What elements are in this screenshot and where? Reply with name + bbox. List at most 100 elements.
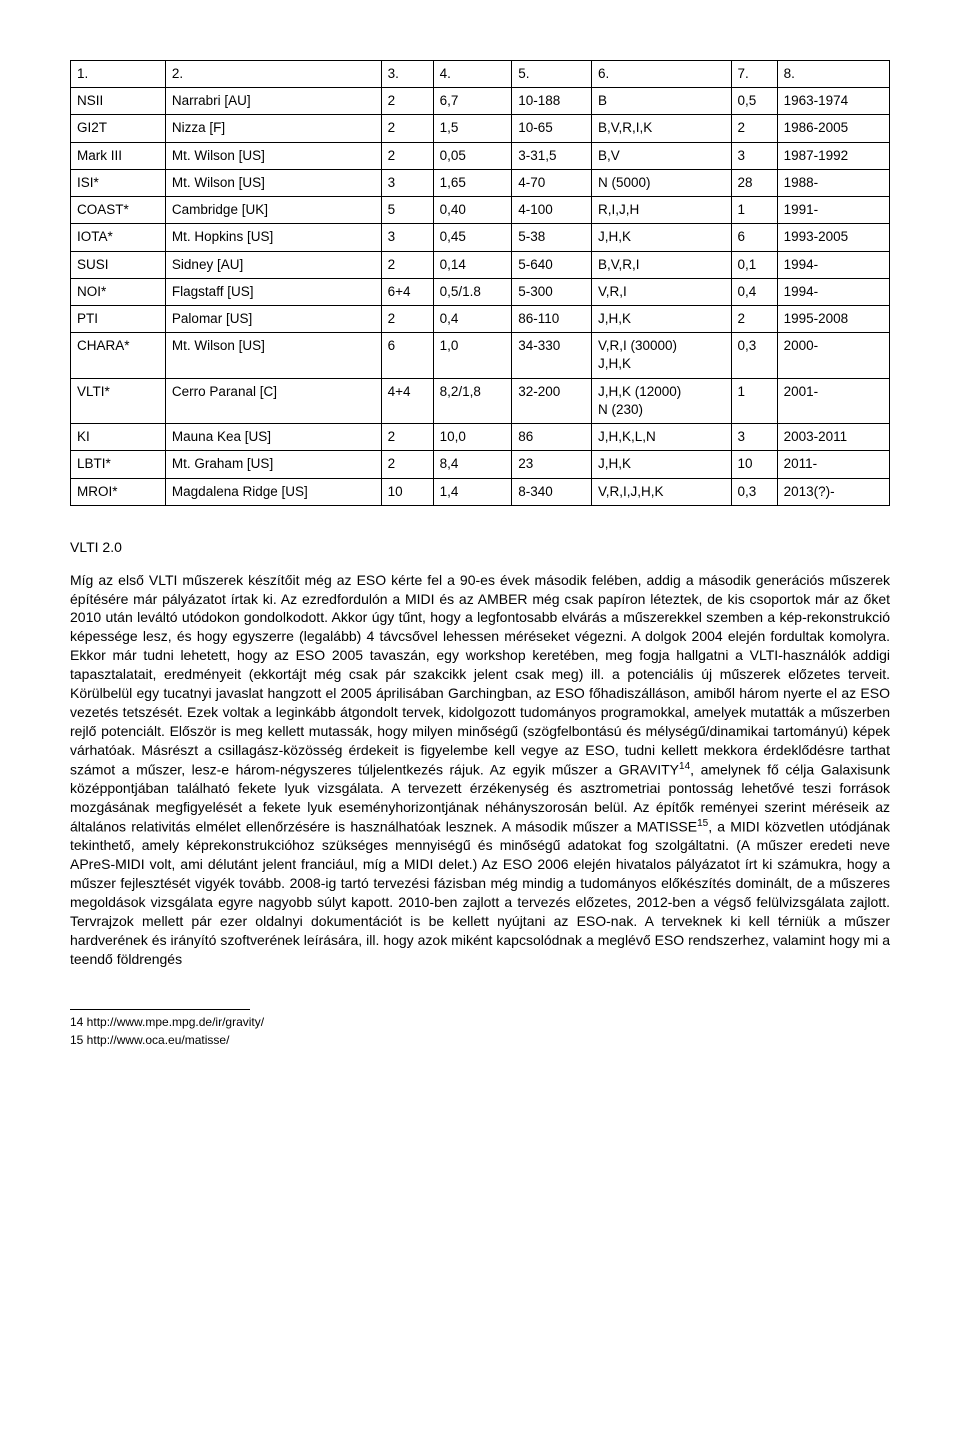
table-cell: 5-300 bbox=[512, 278, 592, 305]
table-cell: IOTA* bbox=[71, 224, 166, 251]
table-cell: Sidney [AU] bbox=[165, 251, 381, 278]
table-cell: CHARA* bbox=[71, 333, 166, 378]
table-cell: Palomar [US] bbox=[165, 305, 381, 332]
table-cell: 1,0 bbox=[433, 333, 512, 378]
footnote-15: 15 http://www.oca.eu/matisse/ bbox=[70, 1032, 890, 1048]
table-cell: 6+4 bbox=[381, 278, 433, 305]
table-cell: B bbox=[592, 88, 732, 115]
table-cell: 6,7 bbox=[433, 88, 512, 115]
table-cell: 0,5 bbox=[731, 88, 777, 115]
table-cell: N (5000) bbox=[592, 169, 732, 196]
table-cell: 32-200 bbox=[512, 378, 592, 423]
table-cell: 1 bbox=[731, 197, 777, 224]
table-cell: 8-340 bbox=[512, 478, 592, 505]
table-cell: B,V,R,I,K bbox=[592, 115, 732, 142]
table-cell: V,R,I (30000)J,H,K bbox=[592, 333, 732, 378]
table-row: PTIPalomar [US]20,486-110J,H,K21995-2008 bbox=[71, 305, 890, 332]
table-row: VLTI*Cerro Paranal [C]4+48,2/1,832-200J,… bbox=[71, 378, 890, 423]
table-cell: 1994- bbox=[777, 251, 889, 278]
table-cell: Mt. Graham [US] bbox=[165, 451, 381, 478]
table-cell: 1988- bbox=[777, 169, 889, 196]
table-cell: 2 bbox=[381, 251, 433, 278]
table-cell: V,R,I bbox=[592, 278, 732, 305]
table-cell: 1 bbox=[731, 378, 777, 423]
table-row: IOTA*Mt. Hopkins [US]30,455-38J,H,K61993… bbox=[71, 224, 890, 251]
paragraph-part-a: Míg az első VLTI műszerek készítőit még … bbox=[70, 572, 890, 778]
table-cell: 4-100 bbox=[512, 197, 592, 224]
table-cell: 0,14 bbox=[433, 251, 512, 278]
table-cell: Nizza [F] bbox=[165, 115, 381, 142]
table-cell: MROI* bbox=[71, 478, 166, 505]
table-cell: 1995-2008 bbox=[777, 305, 889, 332]
table-cell: 2003-2011 bbox=[777, 424, 889, 451]
table-cell: 0,40 bbox=[433, 197, 512, 224]
table-cell: 2000- bbox=[777, 333, 889, 378]
table-cell: NOI* bbox=[71, 278, 166, 305]
table-cell: 28 bbox=[731, 169, 777, 196]
table-cell: 1986-2005 bbox=[777, 115, 889, 142]
table-cell: 6 bbox=[381, 333, 433, 378]
table-row: MROI*Magdalena Ridge [US]101,48-340V,R,I… bbox=[71, 478, 890, 505]
section-heading: VLTI 2.0 bbox=[70, 538, 890, 557]
table-cell: 23 bbox=[512, 451, 592, 478]
table-cell: Mt. Wilson [US] bbox=[165, 333, 381, 378]
table-cell: 0,4 bbox=[731, 278, 777, 305]
table-cell: 10 bbox=[731, 451, 777, 478]
table-cell: 86 bbox=[512, 424, 592, 451]
table-header-cell: 1. bbox=[71, 61, 166, 88]
table-cell: 4+4 bbox=[381, 378, 433, 423]
table-cell: Flagstaff [US] bbox=[165, 278, 381, 305]
table-row: GI2TNizza [F]21,510-65B,V,R,I,K21986-200… bbox=[71, 115, 890, 142]
table-row: ISI*Mt. Wilson [US]31,654-70N (5000)2819… bbox=[71, 169, 890, 196]
table-cell: 5-640 bbox=[512, 251, 592, 278]
table-cell: 3 bbox=[381, 224, 433, 251]
table-header-cell: 3. bbox=[381, 61, 433, 88]
table-cell: 6 bbox=[731, 224, 777, 251]
table-cell: Magdalena Ridge [US] bbox=[165, 478, 381, 505]
table-cell: 0,1 bbox=[731, 251, 777, 278]
table-cell: Mauna Kea [US] bbox=[165, 424, 381, 451]
table-cell: 2 bbox=[381, 115, 433, 142]
table-cell: 1987-1992 bbox=[777, 142, 889, 169]
table-row: LBTI*Mt. Graham [US]28,423J,H,K102011- bbox=[71, 451, 890, 478]
table-row: COAST*Cambridge [UK]50,404-100R,I,J,H119… bbox=[71, 197, 890, 224]
table-cell: Mark III bbox=[71, 142, 166, 169]
table-cell: 2 bbox=[381, 88, 433, 115]
table-cell: 2013(?)- bbox=[777, 478, 889, 505]
table-row: KIMauna Kea [US]210,086J,H,K,L,N32003-20… bbox=[71, 424, 890, 451]
table-header-cell: 5. bbox=[512, 61, 592, 88]
table-cell: 2011- bbox=[777, 451, 889, 478]
table-header-cell: 6. bbox=[592, 61, 732, 88]
table-cell: 8,4 bbox=[433, 451, 512, 478]
table-header-cell: 4. bbox=[433, 61, 512, 88]
footnote-ref-14: 14 bbox=[679, 761, 690, 772]
table-cell: 10-65 bbox=[512, 115, 592, 142]
table-cell: 86-110 bbox=[512, 305, 592, 332]
table-cell: COAST* bbox=[71, 197, 166, 224]
table-cell: 4-70 bbox=[512, 169, 592, 196]
table-cell: 3 bbox=[381, 169, 433, 196]
table-cell: 1991- bbox=[777, 197, 889, 224]
table-cell: 1,5 bbox=[433, 115, 512, 142]
interferometer-table: 1.2.3.4.5.6.7.8. NSIINarrabri [AU]26,710… bbox=[70, 60, 890, 506]
table-cell: Mt. Wilson [US] bbox=[165, 142, 381, 169]
table-cell: 1993-2005 bbox=[777, 224, 889, 251]
table-cell: Mt. Wilson [US] bbox=[165, 169, 381, 196]
table-cell: 10,0 bbox=[433, 424, 512, 451]
table-cell: 3-31,5 bbox=[512, 142, 592, 169]
table-cell: GI2T bbox=[71, 115, 166, 142]
table-row: NSIINarrabri [AU]26,710-188B0,51963-1974 bbox=[71, 88, 890, 115]
table-cell: 5-38 bbox=[512, 224, 592, 251]
table-cell: 0,4 bbox=[433, 305, 512, 332]
table-cell: Cambridge [UK] bbox=[165, 197, 381, 224]
table-cell: 0,05 bbox=[433, 142, 512, 169]
table-cell: KI bbox=[71, 424, 166, 451]
table-cell: LBTI* bbox=[71, 451, 166, 478]
table-header-cell: 8. bbox=[777, 61, 889, 88]
table-cell: VLTI* bbox=[71, 378, 166, 423]
table-cell: 34-330 bbox=[512, 333, 592, 378]
table-cell: 1,4 bbox=[433, 478, 512, 505]
paragraph-part-c: , a MIDI közvetlen utódjának tekinthető,… bbox=[70, 819, 890, 967]
table-cell: 10 bbox=[381, 478, 433, 505]
table-cell: Narrabri [AU] bbox=[165, 88, 381, 115]
